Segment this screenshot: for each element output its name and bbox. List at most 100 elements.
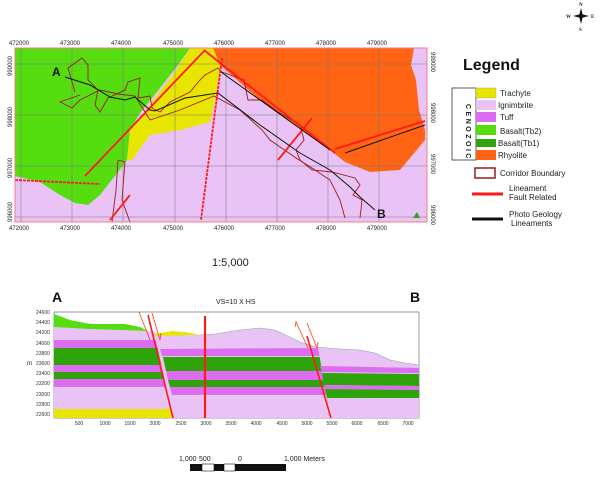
y-tick: 997000 <box>429 154 435 175</box>
map-point-b: B <box>377 207 386 221</box>
x-tick: 475000 <box>163 226 184 232</box>
y-tick: 998000 <box>429 103 435 124</box>
x-tick: 6500 <box>377 421 388 427</box>
map-frame <box>14 47 428 223</box>
map-y-ticks-left: 999000 998000 997000 996000 <box>8 55 14 222</box>
y-tick: 997000 <box>8 157 14 178</box>
ignimbrite-layer <box>54 387 176 409</box>
y-tick: 999000 <box>429 52 435 73</box>
basalt-tb1-layer <box>322 373 419 386</box>
legend-label: Rhyolite <box>498 151 527 160</box>
tuff-layer <box>160 348 320 356</box>
era-box <box>451 87 477 161</box>
basalt-tb1-layer <box>163 357 323 371</box>
y-tick: 24200 <box>36 330 50 336</box>
map-x-ticks-bottom: 472000 473000 474000 475000 476000 47700… <box>9 226 388 232</box>
section-end-label: B <box>410 289 420 305</box>
y-tick: 23800 <box>36 351 50 357</box>
legend-label: Fault Related <box>509 193 557 202</box>
compass-w: W <box>566 15 571 20</box>
x-tick: 2500 <box>175 421 186 427</box>
scale-label: 1,000 Meters <box>284 456 325 463</box>
basalt-tb1-layer <box>325 389 419 398</box>
fault-lineaments <box>14 49 426 221</box>
ignimbrite-layer <box>54 327 160 340</box>
x-tick: 474000 <box>111 226 132 232</box>
legend-swatch-trachyte <box>475 87 497 99</box>
x-tick: 1000 <box>99 421 110 427</box>
x-tick: 472000 <box>9 41 30 47</box>
y-tick: 998000 <box>8 106 14 127</box>
cross-section: A B VS=10 X HS <box>27 289 420 427</box>
legend-swatch-basalt-tb2 <box>476 125 496 135</box>
x-tick: 7000 <box>402 421 413 427</box>
photo-geology-lineaments <box>64 71 426 211</box>
legend: Legend CENOZOIC Trachyte Ignimbrite Tuff… <box>451 57 565 228</box>
section-x-ticks: 500 1000 1500 2000 2500 3000 3500 4000 4… <box>75 421 414 427</box>
map-point-a: A <box>52 65 61 79</box>
north-arrow-icon: N S W E <box>566 3 595 33</box>
tuff-layer <box>54 340 162 348</box>
legend-label: Lineament <box>509 184 547 193</box>
map-scale-ratio: 1:5,000 <box>212 257 249 269</box>
map-grid <box>15 48 427 222</box>
tuff-layer <box>166 371 325 380</box>
x-tick: 473000 <box>60 41 81 47</box>
y-tick: 996000 <box>429 205 435 226</box>
y-tick: 996000 <box>8 201 14 222</box>
section-y-unit: m <box>27 361 32 367</box>
x-tick: 479000 <box>367 41 388 47</box>
legend-label: Trachyte <box>500 89 531 98</box>
y-tick: 23400 <box>36 371 50 377</box>
legend-label: Ignimbrite <box>498 101 534 110</box>
legend-swatch-basalt-tb1 <box>476 139 496 147</box>
x-tick: 476000 <box>214 226 235 232</box>
tuff-layer <box>54 379 172 387</box>
section-start-label: A <box>52 289 62 305</box>
legend-title: Legend <box>463 57 520 74</box>
legend-swatch-tuff <box>476 112 496 122</box>
trachyte-layer <box>54 409 178 418</box>
y-tick: 999000 <box>8 55 14 76</box>
scale-label: 0 <box>238 456 242 463</box>
legend-swatch-corridor <box>474 167 496 179</box>
x-tick: 3500 <box>225 421 236 427</box>
compass-s: S <box>579 28 582 33</box>
x-tick: 474000 <box>111 41 132 47</box>
x-tick: 477000 <box>265 226 286 232</box>
x-tick: 473000 <box>60 226 81 232</box>
compass-e: E <box>591 15 595 20</box>
x-tick: 472000 <box>9 226 30 232</box>
y-tick: 24400 <box>36 320 50 326</box>
legend-swatch-ignimbrite <box>476 100 496 110</box>
scale-label: 500 <box>199 456 211 463</box>
topography-line <box>199 327 420 366</box>
y-tick: 23200 <box>36 381 50 387</box>
fault-displacement-arrows <box>138 311 319 350</box>
era-label: CENOZOIC <box>464 104 471 161</box>
basalt-tb1-area <box>413 212 420 218</box>
x-tick: 500 <box>75 421 84 427</box>
tuff-layer <box>170 387 329 395</box>
scale-bar: 1,000 500 0 1,000 Meters <box>179 456 325 472</box>
y-tick: 22800 <box>36 402 50 408</box>
x-tick: 478000 <box>316 226 337 232</box>
basalt-tb1-layer <box>54 348 166 365</box>
legend-label: Photo Geology <box>509 210 562 219</box>
y-tick: 24000 <box>36 341 50 347</box>
legend-label: Basalt(Tb2) <box>500 127 542 136</box>
x-tick: 4500 <box>276 421 287 427</box>
legend-label: Basalt(Tb1) <box>498 139 540 148</box>
y-tick: 23600 <box>36 361 50 367</box>
corridor-boundary-south <box>58 89 346 219</box>
x-tick: 5500 <box>326 421 337 427</box>
trachyte-area <box>127 48 222 160</box>
legend-label: Corridor Boundary <box>500 169 565 178</box>
compass-n: N <box>579 3 583 8</box>
geologic-map: A B 472000 473000 474000 475000 476000 4… <box>8 41 435 232</box>
x-tick: 475000 <box>163 41 184 47</box>
x-tick: 5000 <box>301 421 312 427</box>
basalt-tb1-layer <box>54 372 170 379</box>
tuff-layer <box>320 366 419 373</box>
